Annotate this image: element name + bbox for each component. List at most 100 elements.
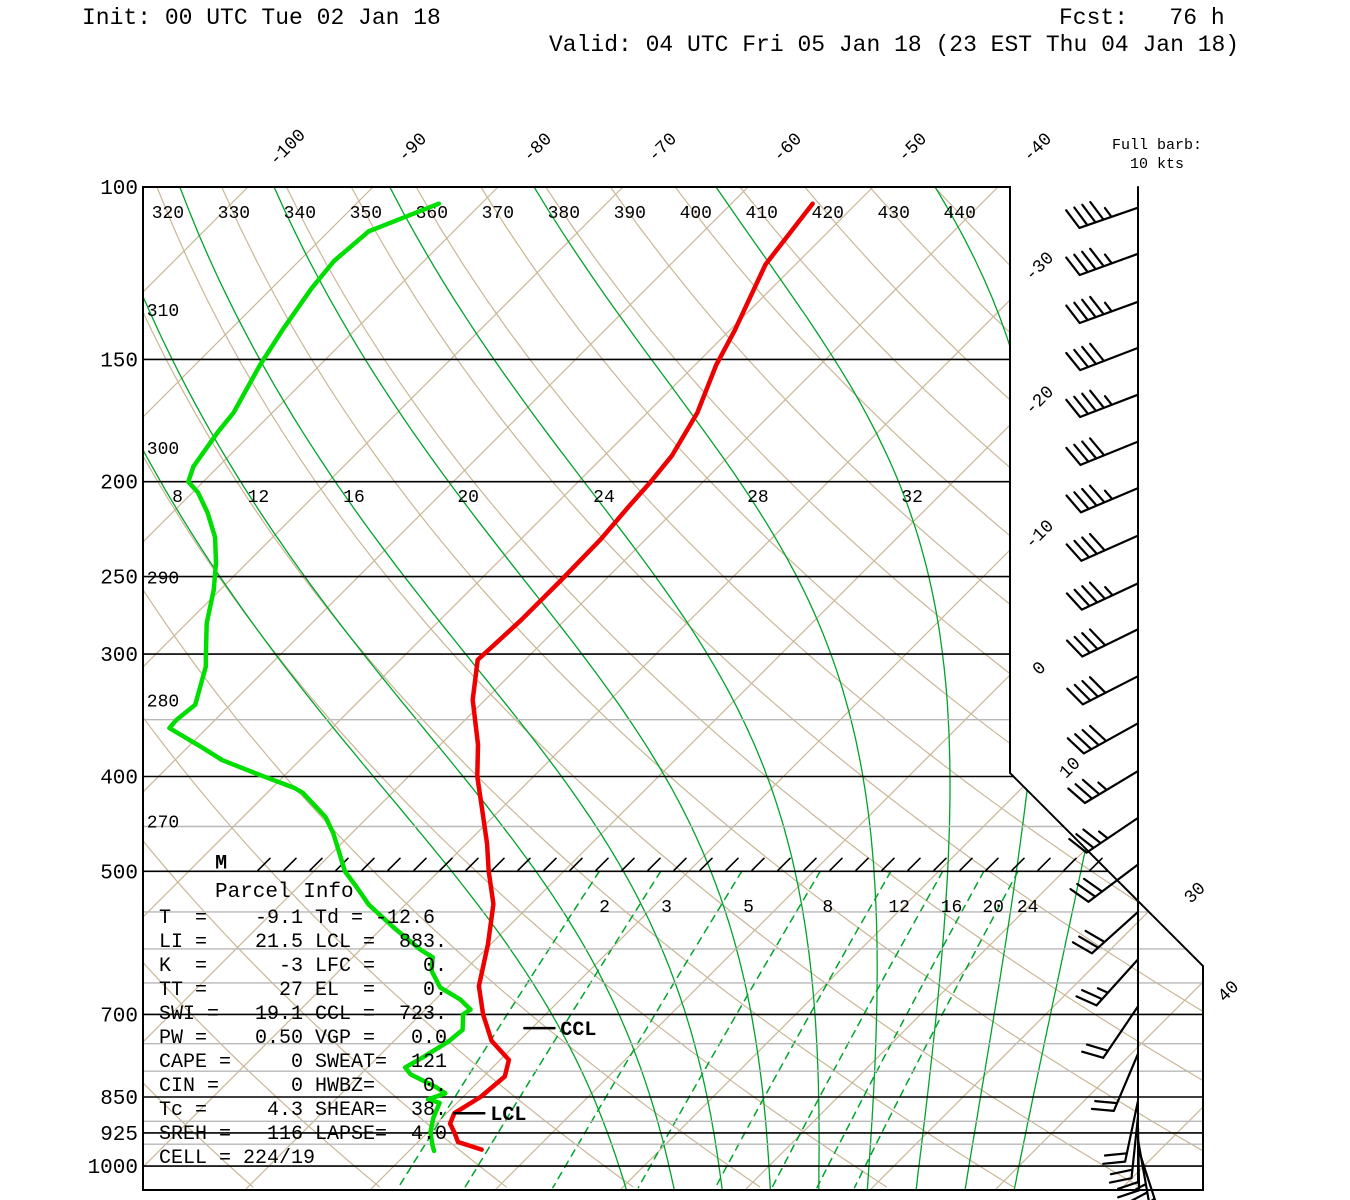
mixing-ratio-label: 24	[1017, 898, 1039, 918]
hatch-tick	[1011, 857, 1025, 872]
isotherm-line	[143, 187, 374, 1190]
hatch-tick	[777, 857, 791, 872]
isotherm-label-right: 0	[1029, 658, 1051, 680]
wind-barb	[1136, 1146, 1157, 1200]
dry-adiabat-label-left: 290	[147, 570, 179, 590]
mixing-ratio-line	[816, 870, 985, 1189]
pressure-axis-label: 400	[100, 767, 138, 790]
isotherm-line	[143, 187, 499, 1190]
dry-adiabat-line	[933, 187, 1203, 1188]
wind-barb	[1130, 1138, 1150, 1200]
isotherm-line	[994, 187, 1203, 1190]
wind-barb	[1066, 675, 1140, 706]
wind-barb	[1065, 581, 1140, 611]
wind-barb	[1065, 389, 1140, 419]
parcel-info-title: Parcel Info	[215, 881, 354, 904]
dry-adiabat-line	[674, 187, 1203, 1188]
moist-adiabat-label: 24	[593, 488, 615, 508]
hatch-tick	[413, 857, 427, 872]
hatch-tick	[725, 857, 739, 872]
hatch-tick	[621, 857, 635, 872]
pressure-axis-label: 300	[100, 645, 138, 668]
hatch-tick	[465, 857, 479, 872]
wind-barb	[1067, 770, 1140, 805]
dry-adiabat-label-top: 340	[284, 204, 316, 224]
dry-adiabat-line	[221, 187, 1203, 1188]
hatch-tick	[257, 857, 271, 872]
mixing-ratio-line	[552, 870, 743, 1189]
wind-barb	[1065, 295, 1140, 325]
dry-adiabat-line	[609, 187, 1203, 1188]
wind-barb	[1081, 1005, 1140, 1059]
marker-label-lcl: LCL	[490, 1104, 526, 1127]
parcel-info-line: TT = 27 EL = 0.	[159, 979, 447, 1002]
dry-adiabat-line	[143, 187, 1014, 1188]
dry-adiabat-line	[739, 187, 1203, 1188]
moist-adiabat-label: 16	[343, 488, 365, 508]
hatch-tick	[933, 857, 947, 872]
parcel-info-line: CIN = 0 HWBZ= 0.	[159, 1075, 447, 1098]
hatch-tick	[673, 857, 687, 872]
moist-adiabat-line	[389, 187, 820, 1190]
mixing-ratio-line	[637, 870, 821, 1189]
hatch-tick	[803, 857, 817, 872]
dry-adiabat-label-left: 300	[147, 440, 179, 460]
isotherm-line	[143, 187, 749, 1190]
wind-barb	[1069, 863, 1140, 903]
wind-barb	[1066, 628, 1140, 658]
parcel-info-line: CAPE = 0 SWEAT= 121	[159, 1051, 447, 1074]
dewpoint-curve	[167, 201, 473, 1154]
wind-barb	[1108, 1115, 1140, 1184]
moist-adiabat-line	[715, 187, 951, 1190]
wind-barb	[1090, 1052, 1140, 1112]
wind-barb	[1071, 910, 1140, 955]
isotherm-line	[143, 187, 874, 1190]
dry-adiabat-label-left: 280	[147, 693, 179, 713]
isotherm-line	[143, 187, 624, 1190]
hatch-tick	[387, 857, 401, 872]
isotherm-line	[744, 187, 1203, 1190]
isotherm-label-right: 30	[1181, 879, 1210, 908]
dry-adiabat-line	[143, 187, 254, 1188]
dry-adiabat-label-top: 390	[614, 204, 646, 224]
wind-barb	[1065, 200, 1140, 229]
hatch-tick	[699, 857, 713, 872]
dry-adiabat-label-left: 310	[147, 302, 179, 322]
mixing-ratio-label: 8	[822, 898, 833, 918]
hatch-tick	[283, 857, 297, 872]
valid-time-label: Valid: 04 UTC Fri 05 Jan 18 (23 EST Thu …	[549, 32, 1239, 58]
moist-adiabat-label: 8	[172, 488, 183, 508]
isotherm-label-right: -10	[1022, 517, 1059, 554]
dry-adiabat-line	[0, 187, 126, 1187]
mixing-ratio-line	[853, 870, 1019, 1189]
parcel-info-line: SWI = 19.1 CCL = 723.	[159, 1003, 447, 1026]
moist-adiabat-line	[934, 187, 1043, 1190]
mixing-ratio-line	[397, 870, 601, 1189]
moist-adiabat-label: 28	[747, 488, 769, 508]
hatch-tick	[1089, 857, 1103, 872]
plot-border	[142, 186, 1204, 1191]
isotherm-label-top: -90	[395, 130, 432, 167]
isotherm-label-right: -20	[1022, 383, 1059, 420]
dry-adiabat-label-left: 270	[147, 813, 179, 833]
wind-barb	[1102, 1099, 1140, 1165]
mixing-ratio-label: 16	[941, 898, 963, 918]
mixing-ratio-label: 2	[599, 898, 610, 918]
isotherm-label-top: -100	[266, 126, 311, 171]
hatch-tick	[361, 857, 375, 872]
parcel-info-line: K = -3 LFC = 0.	[159, 955, 447, 978]
hatch-tick	[595, 857, 609, 872]
isotherm-label-top: -70	[645, 130, 682, 167]
hatch-tick	[959, 857, 973, 872]
dry-adiabat-label-top: 380	[548, 204, 580, 224]
temperature-curve	[447, 201, 815, 1152]
hatch-tick	[569, 857, 583, 872]
wind-barb	[1066, 722, 1140, 755]
wind-barb	[1065, 532, 1140, 562]
mixing-ratio-label: 20	[982, 898, 1004, 918]
dry-adiabat-line	[350, 187, 1203, 1188]
isotherm-line	[0, 187, 123, 1190]
